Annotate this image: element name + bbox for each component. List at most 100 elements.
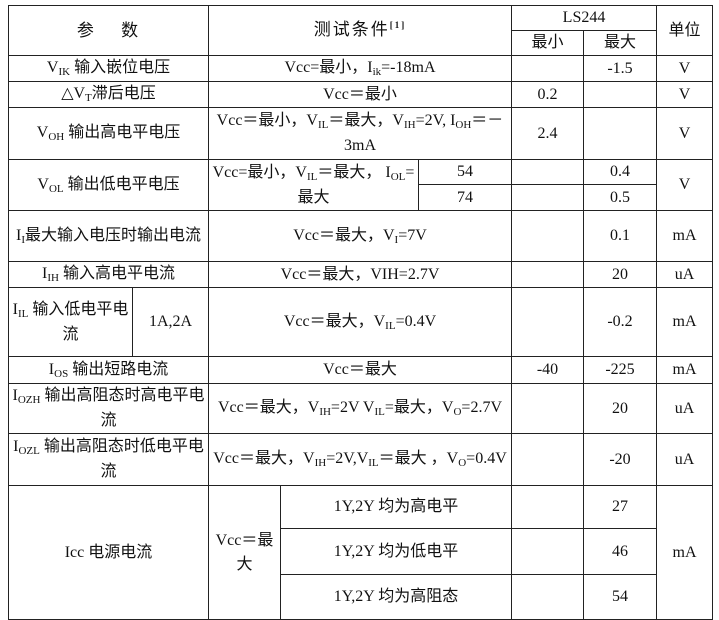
cell-text: I <box>12 300 18 318</box>
type-cell: 74 <box>418 184 512 211</box>
cell-text: V <box>36 124 49 141</box>
cell-text: 最大 <box>604 34 637 51</box>
min-cell <box>511 287 584 357</box>
min-cell <box>511 485 584 529</box>
min-cell <box>511 528 584 575</box>
condition-cell: Vcc＝最大，VI=7V <box>208 210 512 262</box>
param-cell: IIH 输入高电平电流 <box>8 261 209 288</box>
cell-text: 输入低电平电流 <box>28 300 129 343</box>
max-cell: 0.4 <box>582 159 658 185</box>
max-cell: 0.5 <box>582 184 658 211</box>
cell-text: I <box>15 226 22 244</box>
header-max: 最大 <box>582 30 658 56</box>
subscript: IL <box>17 307 29 320</box>
condition-cell: 1Y,2Y 均为高电平 <box>280 485 512 529</box>
cell-text: ＝最大 ，V <box>378 450 459 467</box>
pins-cell: 1A,2A <box>132 287 209 357</box>
param-cell: VOH 输出高电平电压 <box>8 107 209 160</box>
max-cell: -0.2 <box>582 287 658 357</box>
header-min: 最小 <box>511 30 584 56</box>
cell-text: 1A,2A <box>148 313 193 330</box>
subscript: IK <box>58 66 71 78</box>
cell-text: =2V,V <box>326 450 369 467</box>
subscript: OZL <box>18 445 40 457</box>
min-cell: 2.4 <box>511 107 584 160</box>
condition-cell: Vcc＝最小 <box>208 81 512 108</box>
header-device: LS244 <box>510 5 658 31</box>
cell-text: Vcc＝最小 <box>323 85 397 103</box>
table-row: VOH 输出高电平电压 Vcc＝最小，VIL＝最大，VIH=2V, IOH＝－3… <box>8 107 714 160</box>
cell-text: Icc 电源电流 <box>64 543 153 561</box>
subscript: OH <box>455 119 472 131</box>
cell-text: mA <box>672 313 697 330</box>
max-cell: -20 <box>582 433 658 486</box>
subscript: IL <box>306 170 318 183</box>
subscript: IH <box>319 406 331 418</box>
table-row: IOZH 输出高阻态时高电平电流 Vcc＝最大，VIH=2V VIL=最大，VO… <box>8 383 714 434</box>
subscript: I <box>21 233 25 246</box>
cell-text: Vcc=最小，V <box>212 163 307 181</box>
cell-text: -0.2 <box>607 313 633 330</box>
cell-text: 滞后电压 <box>91 85 156 102</box>
min-cell <box>511 383 584 434</box>
subscript: I <box>394 233 399 246</box>
cell-text: ＝－3mA <box>344 112 504 154</box>
cell-text: Vcc＝最大，V <box>213 450 315 467</box>
max-cell: 27 <box>582 485 658 529</box>
subscript: OH <box>48 131 65 143</box>
cell-text: 0.4 <box>610 163 630 180</box>
cell-text: 1Y,2Y 均为低电平 <box>333 542 459 560</box>
subscript: OL <box>390 170 406 183</box>
footnote-ref: [1] <box>389 19 407 30</box>
max-cell: -1.5 <box>582 55 658 82</box>
subscript: IH <box>314 457 327 469</box>
max-cell: 46 <box>582 528 658 575</box>
subscript: IH <box>403 119 416 131</box>
header-unit: 单位 <box>656 5 714 56</box>
cell-text: =-18mA <box>381 59 436 76</box>
cell-text: I <box>48 360 55 378</box>
cell-text: uA <box>674 265 695 283</box>
param-cell: IOZH 输出高阻态时高电平电流 <box>8 383 209 434</box>
cell-text: 参 数 <box>76 20 141 40</box>
cell-text: V <box>37 175 49 193</box>
condition-cell: Vcc＝最大，VIH=2.7V <box>208 261 512 288</box>
cell-text: Vcc＝最大 <box>323 361 397 378</box>
param-cell: IOS 输出短路电流 <box>8 356 209 384</box>
cell-text: -40 <box>536 361 559 378</box>
unit-cell: V <box>656 107 714 160</box>
cell-text: mA <box>672 543 697 561</box>
condition-cell: Vcc＝最小，VIL＝最大，VIH=2V, IOH＝－3mA <box>208 107 512 160</box>
cell-text: -20 <box>609 450 631 468</box>
cell-text: △V <box>61 85 86 102</box>
unit-cell: mA <box>656 287 714 357</box>
max-cell: 0.1 <box>582 210 658 262</box>
param-cell: VIK 输入嵌位电压 <box>8 55 209 82</box>
table-row: II最大输入电压时输出电流 Vcc＝最大，VI=7V 0.1 mA <box>8 210 714 262</box>
cell-text: =2V, I <box>415 112 456 129</box>
unit-cell: mA <box>656 210 714 262</box>
subscript: IL <box>374 406 385 418</box>
table-row: IOZL 输出高阻态时低电平电流 Vcc＝最大，VIH=2V,VIL＝最大 ，V… <box>8 433 714 486</box>
table-row: 74 0.5 <box>9 184 713 211</box>
unit-cell: mA <box>656 485 714 620</box>
cell-text: I <box>13 438 19 455</box>
cell-text: I <box>12 387 18 404</box>
condition-cell: 1Y,2Y 均为高阻态 <box>280 574 512 620</box>
cell-text: =2.7V <box>461 399 502 416</box>
header-param: 参 数 <box>8 5 209 56</box>
table-row: Icc 电源电流 Vcc＝最大 1Y,2Y 均为高电平 27 mA <box>8 485 714 620</box>
subscript: O <box>458 457 467 469</box>
cell-text: -1.5 <box>607 59 633 77</box>
subscript: ik <box>372 66 382 78</box>
cell-text: =7V <box>398 226 427 244</box>
min-cell: 0.2 <box>511 81 584 108</box>
cell-text: Vcc＝最大 <box>215 531 274 573</box>
cell-text: 输出低电平电压 <box>63 175 180 193</box>
unit-cell: V <box>656 55 714 82</box>
cell-text: 20 <box>612 399 628 417</box>
cell-text: 2.4 <box>537 124 558 142</box>
cell-text: Vcc＝最大，V <box>293 226 395 244</box>
cell-text: 测试条件 <box>313 19 390 39</box>
cell-text: I <box>42 265 48 282</box>
